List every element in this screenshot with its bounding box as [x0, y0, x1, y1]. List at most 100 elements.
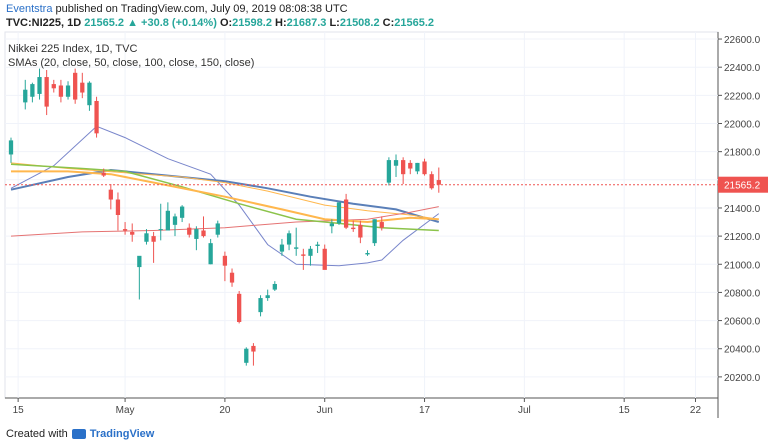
tradingview-link[interactable]: TradingView [89, 428, 155, 440]
candle-body [244, 348, 249, 363]
quote-line: TVC:NI225, 1D 21565.2 ▲ +30.8 (+0.14%) O… [6, 16, 434, 30]
high-label: H: [275, 17, 287, 29]
candle-body [386, 160, 392, 183]
close-label: C: [382, 17, 395, 29]
y-tick-label: 20200.0 [724, 373, 761, 384]
candle-body [37, 77, 42, 94]
sma100-line [10, 162, 439, 220]
candle-body [73, 72, 78, 100]
candle-body [251, 345, 256, 352]
candle-body [429, 174, 434, 189]
candle-body [51, 84, 56, 89]
candle-body [372, 219, 377, 244]
candle-body [308, 248, 313, 256]
candle-body [194, 229, 199, 239]
candle-body [208, 243, 213, 265]
y-tick-label: 20400.0 [724, 345, 761, 356]
plot-area [4, 31, 719, 399]
candle-body [158, 229, 163, 231]
candle-body [422, 161, 427, 175]
candle-body [165, 210, 170, 231]
y-tick-label: 21800.0 [724, 148, 761, 159]
candle-body [301, 254, 306, 256]
candle-body [108, 189, 113, 200]
open-label: O: [219, 17, 233, 29]
x-tick-label: 15 [619, 405, 631, 416]
last-price-badge [718, 176, 768, 193]
candle-body [130, 231, 135, 235]
candle-body [265, 295, 270, 299]
candle-body [408, 162, 413, 169]
sma100b-line [11, 170, 439, 224]
candle-body [80, 82, 85, 93]
candle-body [44, 77, 49, 107]
candle-body [258, 298, 263, 313]
candle-body [8, 140, 14, 155]
candle-body [358, 224, 363, 238]
created-with-label: Created with [6, 428, 68, 440]
high-value: 21687.3 [286, 17, 327, 29]
candle-body [436, 180, 441, 185]
candle-body [393, 160, 399, 166]
y-tick-label: 21200.0 [724, 232, 761, 243]
price-change: ▲ +30.8 (+0.14%) [127, 17, 217, 29]
candle-body [144, 233, 149, 242]
y-tick-label: 22200.0 [724, 91, 761, 102]
candle-body [365, 253, 370, 255]
x-tick-label: 17 [419, 405, 431, 416]
candle-body [286, 233, 292, 245]
y-tick-label: 20800.0 [724, 288, 761, 299]
candle-body [415, 162, 420, 172]
candle-body [58, 85, 64, 97]
y-tick-label: 21400.0 [724, 204, 761, 215]
candle-body [229, 272, 235, 283]
x-tick-label: Jul [518, 405, 531, 416]
candle-body [179, 206, 185, 218]
x-tick-label: Jun [317, 405, 333, 416]
candle-body [379, 222, 384, 228]
candle-body [94, 100, 99, 134]
candle-body [279, 244, 285, 252]
x-tick-label: 22 [690, 405, 702, 416]
candle-body [401, 160, 406, 175]
candle-body [315, 244, 320, 246]
chart-legend: Nikkei 225 Index, 1D, TVC SMAs (20, clos… [8, 42, 254, 70]
candle-body [30, 84, 35, 97]
publish-info: published on TradingView.com, July 09, 2… [55, 3, 348, 15]
candle-body [336, 202, 342, 224]
candle-body [101, 172, 106, 176]
close-value: 21565.2 [394, 17, 435, 29]
candle-body [87, 82, 92, 106]
chart-subtitle: SMAs (20, close, 50, close, 100, close, … [8, 57, 255, 69]
candle-body [343, 199, 349, 228]
sma20-line [10, 125, 440, 267]
low-value: 21508.2 [339, 17, 380, 29]
candle-body [351, 227, 356, 230]
last-price: 21565.2 [84, 17, 125, 29]
author-link[interactable]: Eventstra [6, 3, 53, 15]
x-tick-label: 20 [219, 405, 231, 416]
y-tick-label: 22000.0 [724, 120, 761, 131]
low-label: L: [329, 17, 340, 29]
open-value: 21598.2 [232, 17, 272, 29]
candle-body [215, 223, 220, 235]
x-tick-label: 15 [13, 405, 25, 416]
last-price-label: 21565.2 [724, 181, 761, 192]
y-tick-label: 22400.0 [724, 63, 761, 74]
candle-body [237, 293, 242, 322]
candle-body [329, 223, 334, 227]
candle-body [222, 255, 228, 266]
candle-body [322, 248, 327, 270]
candle-body [115, 199, 121, 215]
x-tick-label: May [116, 405, 135, 416]
candle-body [65, 85, 71, 97]
candle-body [187, 227, 192, 235]
tradingview-logo-icon [71, 429, 86, 439]
sma150-line [10, 206, 439, 237]
y-tick-label: 20600.0 [724, 317, 761, 328]
candle-body [201, 230, 206, 237]
candle-body [122, 229, 128, 231]
candle-body [172, 216, 178, 225]
